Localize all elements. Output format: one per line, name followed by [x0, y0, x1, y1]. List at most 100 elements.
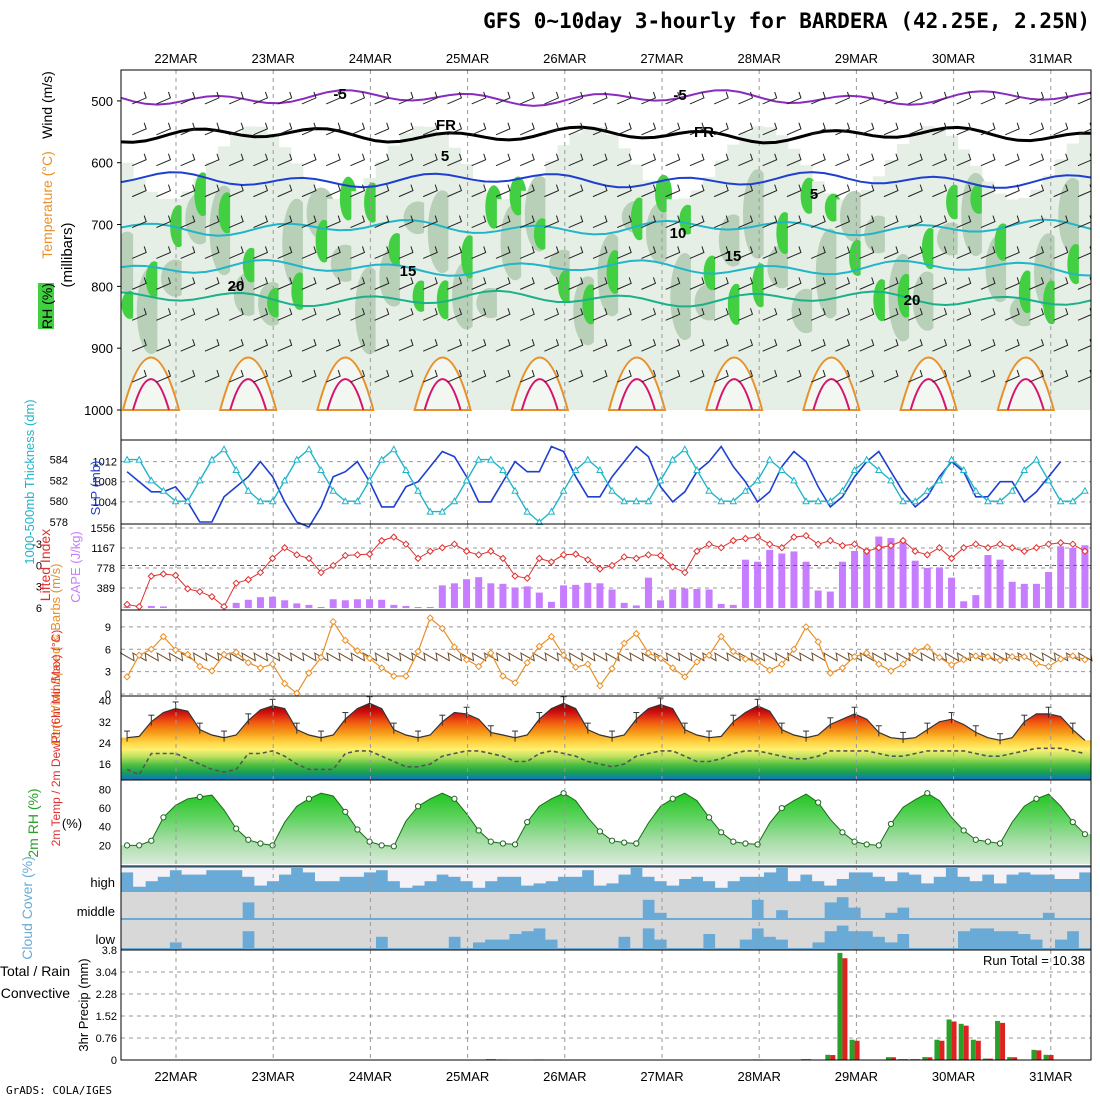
rh-shade	[424, 126, 437, 411]
cloud-cell	[121, 892, 134, 918]
y-tick-label: 800	[91, 279, 113, 294]
cape-bar	[426, 606, 434, 608]
rh-point	[354, 826, 361, 833]
li-point	[1044, 540, 1053, 548]
wind-barb	[738, 215, 754, 229]
wind-speed-point	[1032, 659, 1041, 668]
wind-barb	[350, 91, 366, 105]
cape-bar	[317, 606, 325, 608]
cloud-cell	[751, 920, 765, 929]
cape-bar	[705, 589, 713, 608]
wind-barb	[920, 652, 935, 662]
day-label-top: 28MAR	[738, 51, 781, 66]
wind-barb	[495, 246, 511, 259]
thickness-point	[377, 455, 386, 463]
wind-barb	[883, 122, 899, 136]
precip-ylabel: 3hr Precip (mm)	[76, 958, 91, 1051]
thickness-point	[777, 465, 786, 473]
wind-barb	[932, 153, 948, 167]
wind-barb	[253, 122, 269, 136]
cloud-cell	[981, 920, 995, 929]
wind-speed-point	[438, 624, 447, 633]
wind-speed-point	[984, 653, 992, 661]
wind-speed-point	[232, 648, 240, 656]
li-point	[923, 551, 932, 559]
wind-speed-point	[462, 656, 471, 664]
isotherm-line	[121, 125, 1091, 145]
wind-barb	[471, 277, 487, 290]
precip-tick: 0	[111, 1055, 117, 1067]
isotherm-25	[812, 378, 851, 411]
cloud-cell	[981, 892, 995, 918]
wind-speed-point	[996, 656, 1004, 665]
li-point	[377, 536, 386, 545]
wind-barb	[786, 277, 802, 290]
li-point	[899, 536, 907, 545]
wind-barb	[447, 184, 463, 198]
li-point	[838, 541, 847, 550]
cloud-cell	[242, 868, 255, 877]
cloud-cell	[460, 892, 474, 918]
day-label-top: 27MAR	[640, 51, 683, 66]
cloud-cell	[242, 920, 255, 932]
cloud-cell	[302, 920, 316, 948]
cloud-cell	[545, 892, 558, 918]
wind-barb	[738, 122, 754, 136]
cloud-cell	[848, 868, 862, 873]
slp-ylabel: SLP (mb)	[88, 461, 103, 516]
wind-barb	[180, 369, 196, 383]
thickness-point	[765, 455, 774, 463]
thickness-point	[511, 486, 519, 494]
wind-barb	[592, 91, 608, 105]
rh-point	[863, 841, 870, 848]
cloud-cell	[399, 892, 413, 918]
wind-barb	[932, 277, 948, 290]
rh-point	[924, 790, 931, 797]
rh-shade	[230, 133, 243, 410]
wind-barb	[422, 184, 438, 198]
cape-bar	[438, 585, 446, 608]
contour-label: 20	[904, 292, 921, 309]
cloud-cell	[994, 892, 1007, 918]
day-label-top: 24MAR	[349, 51, 392, 66]
rh-point	[596, 828, 604, 835]
rh-point	[233, 825, 240, 832]
cloud-cell	[921, 892, 934, 918]
day-label-top: 26MAR	[543, 51, 586, 66]
wind-speed-point	[123, 673, 131, 681]
cloud-cell	[606, 920, 619, 948]
thickness-point	[183, 497, 192, 505]
li-point	[256, 568, 265, 577]
wind-barb	[156, 339, 172, 352]
thickness-point	[911, 497, 920, 505]
wind-barb	[883, 652, 899, 662]
wind-barb	[665, 369, 681, 383]
thickness-point	[959, 465, 968, 473]
wind-barb	[131, 184, 147, 198]
wind-barb	[641, 308, 657, 321]
li-point	[220, 602, 228, 611]
wind-barb	[144, 652, 159, 662]
wind-barb	[810, 153, 826, 167]
panel-cape-li: -3 0 3 6 389 778 1167 1556 Lifted Index CAPE (J/k…	[32, 523, 1092, 615]
wind-barb	[665, 652, 681, 662]
wind-speed-point	[887, 667, 895, 675]
rh-shade	[521, 190, 534, 410]
cape-bar	[572, 584, 580, 608]
wind-barb	[689, 246, 705, 259]
footer-credit: GrADS: COLA/IGES	[6, 1084, 112, 1097]
thickness-point	[802, 497, 810, 505]
wind-barb	[192, 652, 208, 662]
cloud-cell	[351, 920, 364, 948]
temperature-series	[127, 702, 1086, 741]
wind-barb	[810, 277, 826, 290]
cloud-cell	[872, 920, 886, 937]
cloud-cell	[848, 920, 862, 932]
cloud-cell	[157, 920, 170, 948]
thickness-point	[874, 465, 883, 473]
wind-barb	[1029, 122, 1045, 136]
wind-barb	[277, 122, 293, 136]
wind-barb	[713, 277, 729, 290]
wind-barb	[629, 652, 644, 662]
wind-speed-point	[147, 645, 156, 653]
